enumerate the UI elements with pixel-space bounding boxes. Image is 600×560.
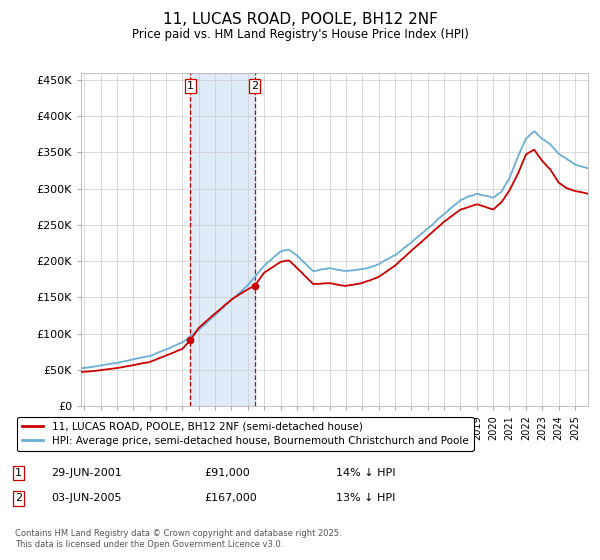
Text: 1: 1 (187, 82, 194, 91)
Text: 29-JUN-2001: 29-JUN-2001 (51, 468, 122, 478)
Text: £167,000: £167,000 (204, 493, 257, 503)
Text: 2: 2 (15, 493, 22, 503)
Bar (190, 73, 254, 406)
Text: Price paid vs. HM Land Registry's House Price Index (HPI): Price paid vs. HM Land Registry's House … (131, 28, 469, 41)
Text: 14% ↓ HPI: 14% ↓ HPI (336, 468, 395, 478)
Text: 03-JUN-2005: 03-JUN-2005 (51, 493, 121, 503)
Text: 2: 2 (251, 82, 258, 91)
Text: 13% ↓ HPI: 13% ↓ HPI (336, 493, 395, 503)
Text: Contains HM Land Registry data © Crown copyright and database right 2025.
This d: Contains HM Land Registry data © Crown c… (15, 529, 341, 549)
Text: 11, LUCAS ROAD, POOLE, BH12 2NF: 11, LUCAS ROAD, POOLE, BH12 2NF (163, 12, 437, 27)
Text: £91,000: £91,000 (204, 468, 250, 478)
Legend: 11, LUCAS ROAD, POOLE, BH12 2NF (semi-detached house), HPI: Average price, semi-: 11, LUCAS ROAD, POOLE, BH12 2NF (semi-de… (17, 417, 473, 451)
Text: 1: 1 (15, 468, 22, 478)
